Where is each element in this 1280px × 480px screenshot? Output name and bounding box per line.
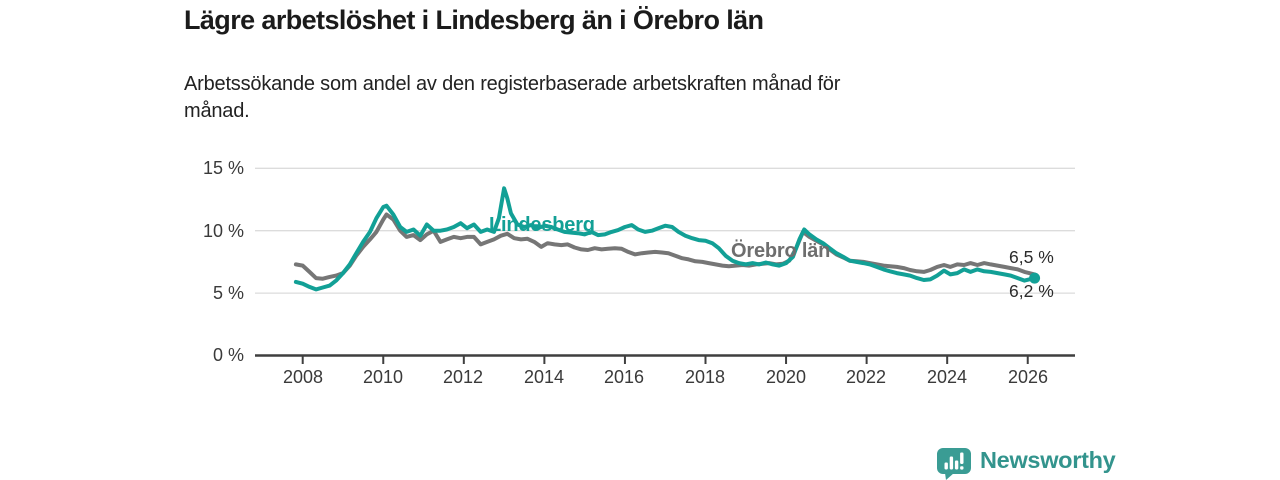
x-tick-label-2016: 2016 — [603, 367, 645, 387]
chart-title: Lägre arbetslöshet i Lindesberg än i Öre… — [184, 5, 764, 35]
series-label-orebro-lan: Örebro län — [731, 240, 831, 262]
x-tick-label-2026: 2026 — [1007, 367, 1049, 387]
y-tick-label-15: 15 % — [202, 158, 244, 178]
end-value-label-lindesberg: 6,2 % — [1009, 281, 1054, 301]
x-tick-label-2020: 2020 — [765, 367, 807, 387]
y-tick-label-0: 0 % — [212, 345, 244, 365]
y-tick-label-5: 5 % — [212, 283, 244, 303]
series-end-dot-lindesberg — [1029, 272, 1041, 284]
x-tick-label-2024: 2024 — [926, 367, 968, 387]
x-tick-label-2014: 2014 — [523, 367, 565, 387]
series-line-lindesberg — [293, 186, 1037, 292]
x-tick-label-2022: 2022 — [845, 367, 887, 387]
end-value-label-orebro-lan: 6,5 % — [1009, 247, 1054, 267]
x-tick-label-2012: 2012 — [442, 367, 484, 387]
series-label-lindesberg: Lindesberg — [489, 214, 595, 236]
x-tick-label-2008: 2008 — [282, 367, 324, 387]
newsworthy-logo-text: Newsworthy — [980, 447, 1116, 473]
x-tick-label-2010: 2010 — [362, 367, 404, 387]
chart-subtitle: Arbetssökande som andel av den registerb… — [184, 73, 841, 122]
newsworthy-branding: Newsworthy — [936, 447, 1116, 480]
x-tick-label-2018: 2018 — [684, 367, 726, 387]
y-tick-label-10: 10 % — [202, 221, 244, 241]
series-line-orebro-lan — [293, 212, 1037, 281]
newsworthy-logo-icon — [937, 448, 971, 480]
